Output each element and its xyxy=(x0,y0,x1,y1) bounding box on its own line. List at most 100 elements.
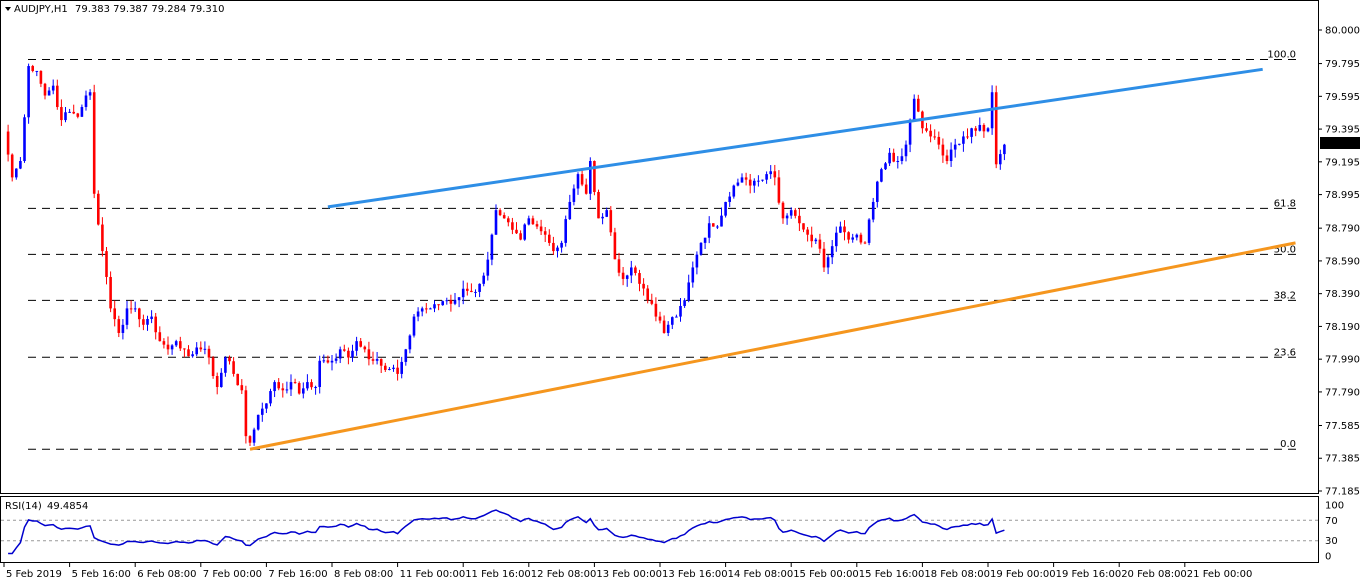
candles-layer xyxy=(6,63,1006,447)
candle xyxy=(281,383,285,398)
candle-body xyxy=(699,242,703,255)
candle-body xyxy=(240,385,244,391)
candle xyxy=(925,122,928,133)
candle-body xyxy=(19,161,22,169)
candle xyxy=(318,355,321,394)
candle-body xyxy=(252,429,256,443)
candle-body xyxy=(761,179,764,181)
candle xyxy=(72,104,75,115)
candle-body xyxy=(494,210,498,235)
candle xyxy=(794,208,797,219)
candle-body xyxy=(363,346,367,350)
candle-body xyxy=(466,288,469,291)
candle xyxy=(433,300,436,313)
candle xyxy=(724,201,727,218)
candle-body xyxy=(814,239,818,242)
symbol-label: AUDJPY,H1 xyxy=(14,4,68,15)
candle-body xyxy=(23,117,26,162)
candle xyxy=(224,356,227,377)
candle xyxy=(23,114,26,163)
candle-body xyxy=(138,308,141,320)
candle xyxy=(384,362,387,372)
candle xyxy=(310,379,313,390)
candle xyxy=(650,293,654,306)
candle-body xyxy=(597,191,600,219)
collapse-triangle-icon[interactable] xyxy=(5,7,11,11)
candle-body xyxy=(338,349,342,359)
candle xyxy=(289,374,293,397)
candle xyxy=(613,227,617,260)
candle xyxy=(917,94,920,113)
candle xyxy=(597,189,600,219)
candle xyxy=(498,208,502,217)
candle xyxy=(359,338,362,348)
candle xyxy=(375,352,379,365)
candle xyxy=(355,336,358,356)
candle-body xyxy=(314,387,317,389)
price-axis: 80.000 79.795 79.595 79.395 79.195 78.995 78.7… xyxy=(1318,26,1360,498)
candle-body xyxy=(896,161,900,163)
time-tick-label: 13 Feb 00:00 xyxy=(596,569,662,580)
candle-body xyxy=(941,144,945,156)
candle-body xyxy=(949,149,953,162)
candle xyxy=(252,427,256,446)
candle-body xyxy=(191,354,194,357)
trendline-lower[interactable] xyxy=(249,241,1296,451)
candle xyxy=(322,354,326,364)
candle-body xyxy=(125,308,129,325)
candle xyxy=(220,368,223,388)
candle-body xyxy=(572,188,576,202)
candle xyxy=(27,63,30,124)
candle-body xyxy=(621,272,625,279)
candle xyxy=(43,82,47,100)
candle xyxy=(453,293,457,306)
candle xyxy=(941,138,945,163)
candle xyxy=(814,237,818,245)
time-tick-label: 19 Feb 16:00 xyxy=(1056,569,1122,580)
trendline-upper[interactable] xyxy=(327,67,1263,209)
candle xyxy=(560,240,563,253)
candle-body xyxy=(330,360,334,363)
candle xyxy=(871,197,875,223)
candle-body xyxy=(170,345,174,350)
candle-body xyxy=(236,373,239,386)
candle-body xyxy=(396,367,399,374)
candle xyxy=(929,124,932,143)
candle xyxy=(121,319,125,340)
candle xyxy=(867,218,871,246)
candle xyxy=(6,124,10,162)
candle xyxy=(539,219,543,235)
candle xyxy=(314,385,317,395)
candle xyxy=(47,87,51,96)
candle-body xyxy=(593,161,596,192)
candle-body xyxy=(818,239,822,249)
candle-body xyxy=(60,107,63,121)
candle-body xyxy=(154,316,157,333)
candle-body xyxy=(716,226,719,228)
candle-body xyxy=(642,283,645,289)
candle xyxy=(839,221,842,234)
candle-body xyxy=(211,357,215,376)
candle xyxy=(904,140,908,162)
candle xyxy=(576,172,580,195)
time-axis: 5 Feb 2019 5 Feb 16:00 6 Feb 08:00 7 Feb 00… xyxy=(3,563,1252,580)
candle-body xyxy=(601,216,604,219)
candle xyxy=(625,274,629,287)
current-price-box xyxy=(1320,136,1360,149)
candle xyxy=(396,359,399,381)
candle xyxy=(880,167,883,183)
candle xyxy=(109,271,112,313)
candle xyxy=(306,374,309,391)
candle xyxy=(584,178,588,195)
candle-body xyxy=(388,368,391,370)
rsi-layer: 100 70 30 0 xyxy=(1,501,1344,563)
candle-body xyxy=(502,215,506,219)
time-tick-label: 20 Feb 08:00 xyxy=(1121,569,1187,580)
candle xyxy=(486,251,490,281)
time-tick-label: 5 Feb 2019 xyxy=(6,569,62,580)
candle xyxy=(720,207,723,227)
candle xyxy=(371,351,375,365)
candle-body xyxy=(843,226,846,233)
candle xyxy=(712,223,715,227)
candle-body xyxy=(285,389,289,391)
